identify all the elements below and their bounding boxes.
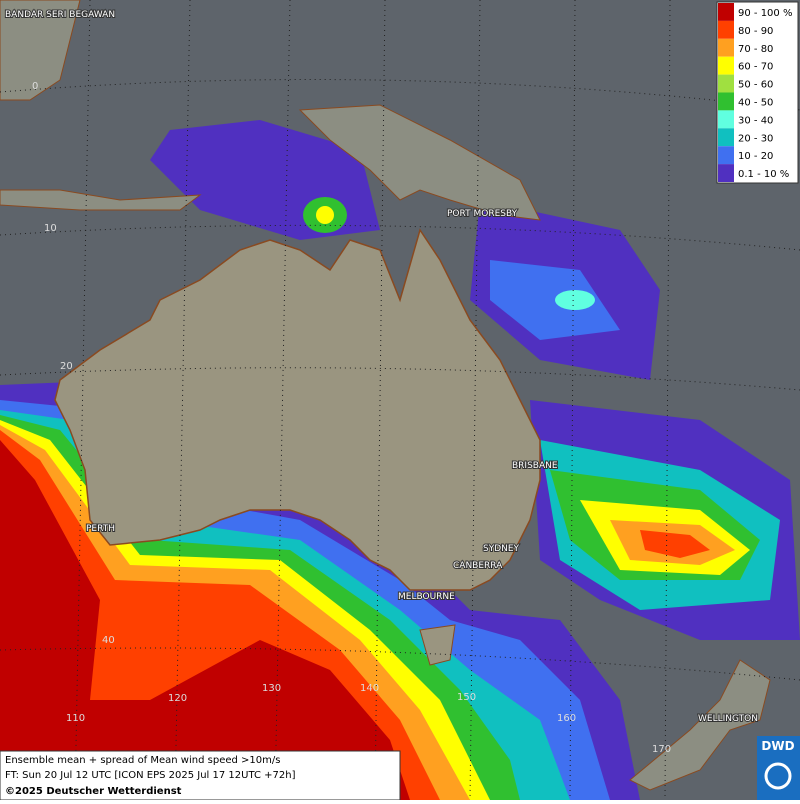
legend-label: 70 - 80 [738, 44, 773, 55]
grid-label: 140 [360, 683, 379, 694]
new-zealand [629, 659, 771, 791]
footer-box [0, 750, 401, 801]
legend-swatch [718, 20, 734, 39]
city-label: BRISBANE [512, 461, 558, 471]
legend-label: 40 - 50 [738, 98, 773, 109]
legend-swatch [718, 110, 734, 129]
legend-swatch [718, 3, 734, 21]
city-label: WELLINGTON [698, 714, 758, 724]
city-label: PERTH [86, 524, 115, 534]
legend-swatch [718, 38, 734, 57]
grid-label: 130 [262, 683, 281, 694]
legend-swatch [718, 146, 734, 165]
legend-swatch [718, 92, 734, 111]
legend-label: 10 - 20 [738, 151, 773, 162]
legend-label: 80 - 90 [738, 26, 773, 37]
legend-label: 50 - 60 [738, 80, 773, 91]
city-label: SYDNEY [483, 544, 520, 554]
grid-label: 120 [168, 693, 187, 704]
city-label: PORT MORESBY [447, 209, 518, 219]
logo-text: DWD [761, 739, 794, 753]
new-guinea [298, 104, 541, 221]
logo-icon [764, 762, 792, 790]
grid-label: 150 [457, 692, 476, 703]
grid-label: 0 [32, 81, 38, 92]
legend-label: 20 - 30 [738, 133, 773, 144]
legend-swatch [718, 56, 734, 75]
footer-line: ©2025 Deutscher Wetterdienst [5, 786, 182, 797]
grid-label: 20 [60, 361, 73, 372]
city-label: CANBERRA [453, 561, 503, 571]
legend-label: 0.1 - 10 % [738, 169, 789, 180]
city-label: BANDAR SERI BEGAWAN [5, 10, 115, 20]
legend-swatch [718, 164, 734, 182]
legend: 90 - 100 % 80 - 90 70 - 80 60 - 70 50 - 60 40… [718, 3, 792, 182]
grid-label: 160 [557, 713, 576, 724]
legend-label: 90 - 100 % [738, 8, 792, 19]
legend-label: 60 - 70 [738, 62, 773, 73]
legend-swatch [718, 128, 734, 147]
footer-line: FT: Sun 20 Jul 12 UTC [ICON EPS 2025 Jul… [5, 770, 296, 781]
legend-swatch [718, 74, 734, 93]
legend-label: 30 - 40 [738, 115, 773, 126]
islands [0, 189, 202, 211]
city-label: MELBOURNE [398, 592, 455, 602]
grid-label: 40 [102, 635, 115, 646]
borneo [0, 0, 81, 101]
cities: BANDAR SERI BEGAWAN PORT MORESBY BRISBANE P… [4, 9, 759, 725]
grid-label: 170 [652, 744, 671, 755]
footer-line: Ensemble mean + spread of Mean wind spee… [5, 755, 280, 766]
tasmania [419, 624, 456, 666]
grid-label: 110 [66, 713, 85, 724]
grid-labels: 0 10 20 40 110 120 130 140 150 160 170 [32, 81, 671, 755]
grid-label: 10 [44, 223, 57, 234]
